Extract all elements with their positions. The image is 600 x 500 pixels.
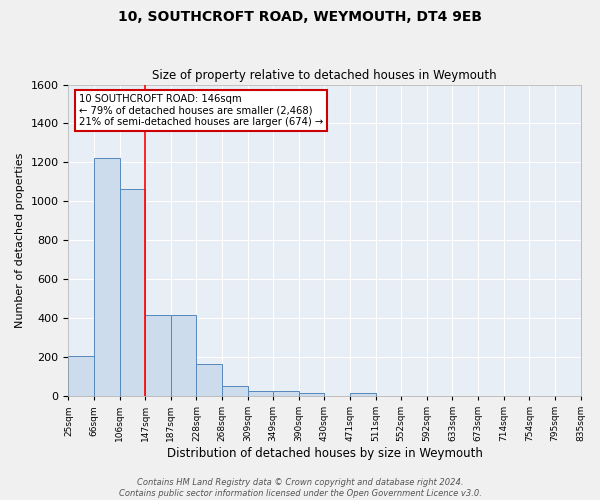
Bar: [248, 390, 273, 396]
Y-axis label: Number of detached properties: Number of detached properties: [15, 152, 25, 328]
Bar: [222, 386, 248, 396]
Bar: [145, 315, 171, 396]
Bar: [119, 188, 145, 396]
Bar: [94, 158, 119, 396]
Text: 10, SOUTHCROFT ROAD, WEYMOUTH, DT4 9EB: 10, SOUTHCROFT ROAD, WEYMOUTH, DT4 9EB: [118, 10, 482, 24]
Bar: [299, 393, 325, 396]
X-axis label: Distribution of detached houses by size in Weymouth: Distribution of detached houses by size …: [167, 447, 482, 460]
Bar: [196, 364, 222, 396]
Bar: [350, 393, 376, 396]
Bar: [68, 356, 94, 396]
Title: Size of property relative to detached houses in Weymouth: Size of property relative to detached ho…: [152, 69, 497, 82]
Text: 10 SOUTHCROFT ROAD: 146sqm
← 79% of detached houses are smaller (2,468)
21% of s: 10 SOUTHCROFT ROAD: 146sqm ← 79% of deta…: [79, 94, 323, 127]
Bar: [273, 391, 299, 396]
Text: Contains HM Land Registry data © Crown copyright and database right 2024.
Contai: Contains HM Land Registry data © Crown c…: [119, 478, 481, 498]
Bar: [171, 315, 196, 396]
